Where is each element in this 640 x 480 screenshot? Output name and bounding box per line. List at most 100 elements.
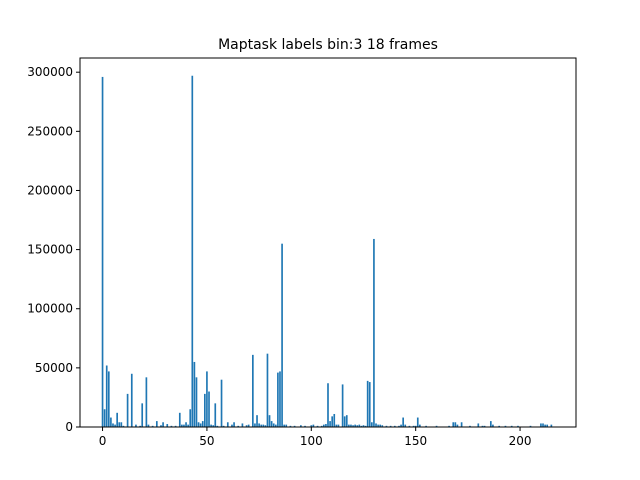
bar-125 <box>362 425 365 427</box>
bar-82 <box>272 423 275 427</box>
bar-21 <box>145 377 148 427</box>
bar-77 <box>262 424 265 427</box>
bar-172 <box>460 422 463 427</box>
bar-170 <box>456 424 459 427</box>
bar-129 <box>371 422 373 427</box>
bar-145 <box>404 424 407 427</box>
bar-193 <box>504 425 507 427</box>
bar-51 <box>208 391 210 427</box>
x-tick-label: 150 <box>404 434 427 448</box>
bar-106 <box>322 424 325 427</box>
bar-80 <box>268 415 271 427</box>
bar-110 <box>331 416 334 427</box>
bar-199 <box>517 425 519 427</box>
bar-212 <box>544 424 546 427</box>
bar-103 <box>316 425 319 427</box>
bar-160 <box>435 425 438 427</box>
bar-126 <box>364 425 367 427</box>
bar-127 <box>366 380 369 428</box>
bar-123 <box>358 424 361 427</box>
bar-149 <box>412 425 415 427</box>
bar-45 <box>195 377 198 427</box>
bar-79 <box>266 353 269 427</box>
bar-121 <box>354 424 356 427</box>
bar-90 <box>289 425 292 427</box>
bar-147 <box>408 425 411 427</box>
bar-75 <box>258 423 260 427</box>
bar-134 <box>381 425 384 427</box>
y-tick-label: 250000 <box>27 124 73 138</box>
bar-72 <box>252 354 254 427</box>
bar-49 <box>204 393 206 427</box>
bar-47 <box>199 423 202 427</box>
bar-85 <box>279 371 281 427</box>
bar-152 <box>419 424 421 427</box>
bar-131 <box>375 423 377 427</box>
bar-4 <box>110 417 112 427</box>
bar-120 <box>352 425 354 427</box>
x-tick-label: 200 <box>509 434 532 448</box>
bar-78 <box>264 425 267 427</box>
bar-88 <box>285 424 288 427</box>
plot-frame <box>79 57 577 428</box>
bar-14 <box>130 373 133 427</box>
bar-136 <box>385 425 388 427</box>
bar-63 <box>233 422 235 427</box>
bar-53 <box>212 425 215 427</box>
bar-29 <box>162 422 164 427</box>
bar-109 <box>329 421 331 427</box>
bar-52 <box>210 424 212 427</box>
bar-132 <box>377 424 379 427</box>
bar-24 <box>151 425 154 427</box>
bar-46 <box>197 422 200 427</box>
bar-0 <box>101 76 104 428</box>
bar-37 <box>178 412 181 427</box>
bar-83 <box>274 424 277 427</box>
bar-169 <box>454 422 457 427</box>
bar-113 <box>337 424 340 427</box>
bars-layer <box>101 75 553 428</box>
bar-176 <box>469 425 471 427</box>
bar-211 <box>542 423 544 427</box>
bar-31 <box>166 424 169 427</box>
bar-95 <box>300 425 302 427</box>
bar-213 <box>546 424 549 427</box>
bar-205 <box>529 425 532 427</box>
bar-74 <box>256 415 258 427</box>
bar-3 <box>107 371 110 427</box>
x-axis-ticks: 0 50 100 150 200 <box>99 427 532 448</box>
bar-7 <box>116 412 118 427</box>
y-axis-ticks: 0 50000 100000 150000 200000 250000 300000 <box>27 65 80 434</box>
bar-101 <box>312 424 315 427</box>
bar-18 <box>139 425 141 427</box>
bar-117 <box>345 415 348 427</box>
bar-105 <box>320 425 323 427</box>
y-tick-label: 200000 <box>27 183 73 197</box>
bar-76 <box>260 424 263 427</box>
bar-35 <box>174 425 177 427</box>
bar-12 <box>126 393 129 427</box>
y-tick-label: 100000 <box>27 302 73 316</box>
bar-138 <box>389 425 392 427</box>
bar-116 <box>343 416 346 427</box>
bar-155 <box>425 425 427 427</box>
bar-62 <box>231 424 233 427</box>
bar-196 <box>510 425 513 427</box>
bar-182 <box>481 425 484 427</box>
bar-55 <box>216 425 219 427</box>
y-tick-label: 0 <box>65 420 73 434</box>
bar-69 <box>245 425 248 427</box>
y-tick-label: 50000 <box>35 361 73 375</box>
bar-100 <box>310 425 313 427</box>
y-tick-label: 150000 <box>27 243 73 257</box>
bar-41 <box>187 424 189 427</box>
bar-84 <box>277 372 279 427</box>
bar-10 <box>122 425 125 427</box>
bar-6 <box>114 424 116 427</box>
bar-180 <box>477 423 480 427</box>
bar-40 <box>185 422 187 427</box>
bar-97 <box>304 425 306 427</box>
bar-67 <box>241 423 244 427</box>
bar-19 <box>141 403 144 427</box>
